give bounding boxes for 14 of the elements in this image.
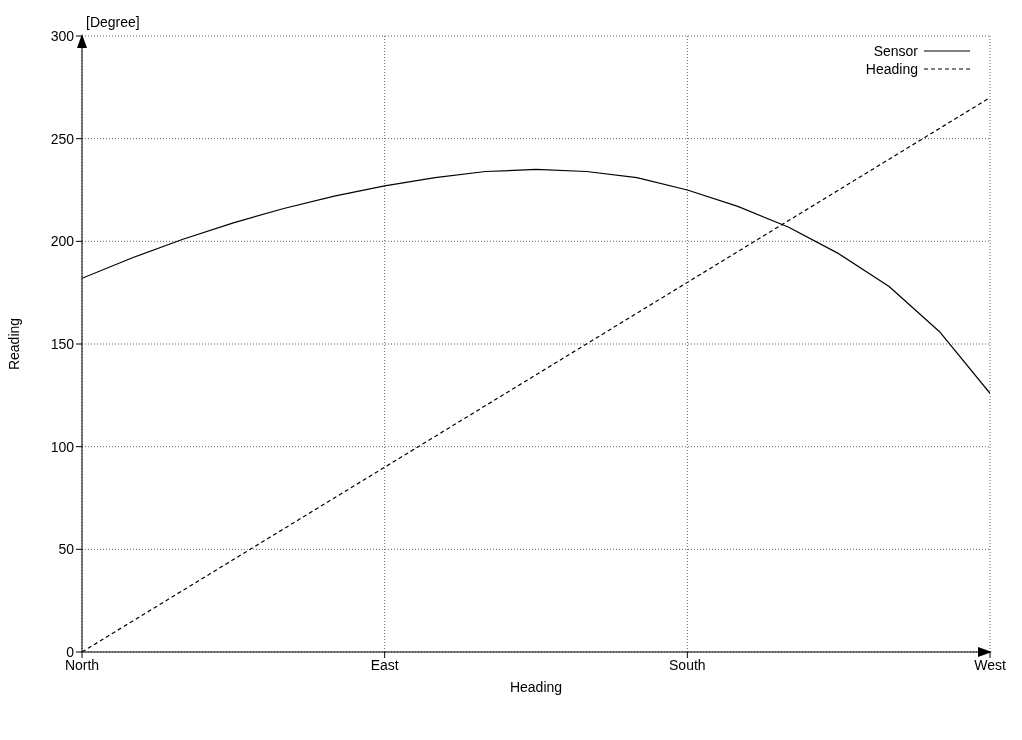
y-axis-title: Reading	[5, 317, 22, 371]
legend-label: Sensor	[873, 42, 918, 60]
y-tick-label: 150	[50, 335, 75, 352]
y-tick-label: 50	[58, 541, 75, 558]
x-tick-label: East	[370, 656, 399, 673]
text: [Degree]	[86, 14, 140, 30]
y-tick-label: 100	[50, 438, 75, 455]
y-tick-label: 250	[50, 130, 75, 147]
x-axis-title: Heading	[509, 679, 563, 695]
legend-label: Heading	[865, 60, 918, 78]
x-tick-label: South	[669, 656, 706, 673]
y-tick-label: 200	[50, 233, 75, 250]
y-tick-label: 300	[50, 27, 75, 44]
x-tick-label: West	[974, 656, 1006, 673]
